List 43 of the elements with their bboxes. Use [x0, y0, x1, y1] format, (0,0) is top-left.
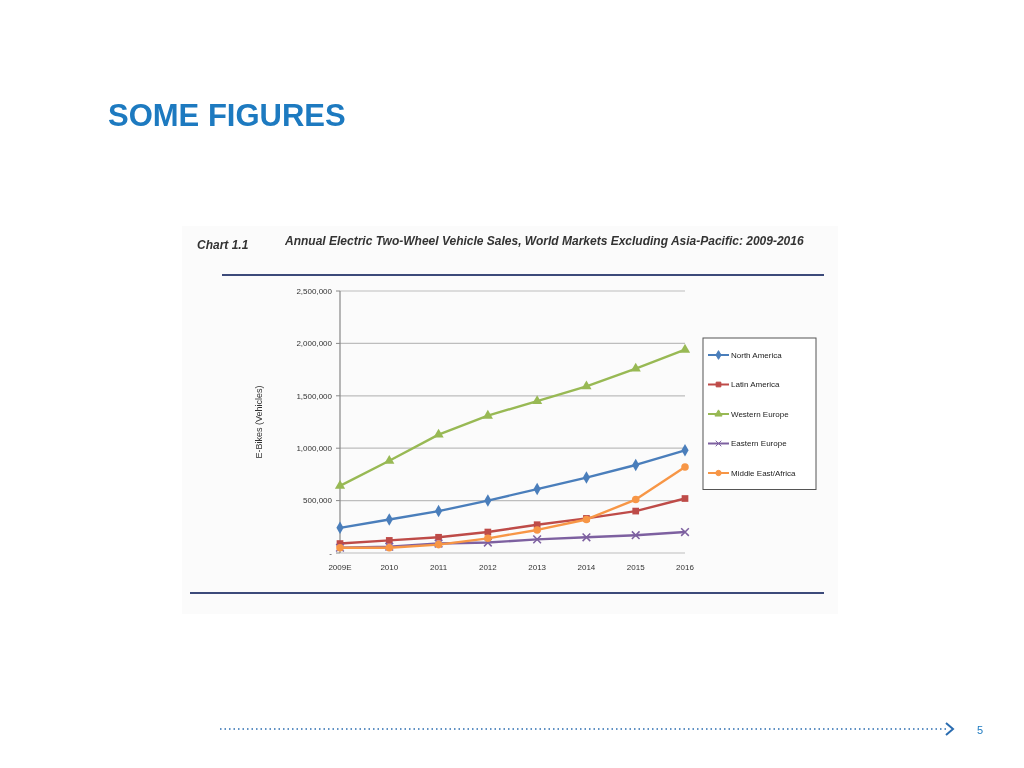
x-tick-label: 2011 [429, 563, 448, 572]
point [581, 380, 592, 390]
point [385, 537, 393, 544]
point [681, 463, 689, 471]
x-tick-label: 2010 [380, 563, 399, 572]
text: 5 [976, 724, 984, 736]
point [679, 343, 691, 353]
y-tick-label: 1,500,000 [296, 391, 333, 401]
point [631, 530, 641, 540]
x-tick-label: 2009E [328, 563, 352, 572]
x-tick-label: 2015 [626, 563, 646, 572]
point [631, 495, 640, 504]
point [435, 533, 442, 541]
legend-label: Middle East/Africa [731, 468, 797, 478]
legend-label: Western Europe [731, 409, 790, 419]
point [632, 507, 640, 515]
y-tick-label: 2,000,000 [296, 339, 333, 349]
chart-title: SOME FIGURES [108, 98, 346, 133]
point [680, 527, 690, 537]
x-tick-label: 2012 [478, 563, 498, 572]
x-tick-label: 2016 [676, 563, 695, 572]
point [533, 526, 541, 534]
y-tick-label: 1,000,000 [296, 444, 333, 453]
y-tick-label: 2,500,000 [296, 286, 333, 296]
legend-label: Latin America [731, 380, 781, 390]
point [433, 428, 444, 438]
point [532, 395, 543, 404]
caption: Chart 1.1 [197, 238, 249, 252]
point [484, 534, 492, 543]
y-tick-label: 500,000 [303, 496, 333, 506]
point [681, 495, 689, 502]
legend-label: Eastern Europe [731, 439, 788, 449]
x-tick-label: 2014 [577, 563, 596, 572]
y-axis-title: E-Bikes (Vehicles) [254, 385, 264, 459]
point [384, 454, 395, 464]
point [482, 409, 493, 419]
y-tick-label: - [329, 548, 333, 558]
point [532, 534, 542, 544]
legend-label: North America [731, 350, 783, 360]
x-tick-label: 2013 [528, 563, 547, 572]
chart-subtitle: Annual Electric Two-Wheel Vehicle Sales, World Markets Excluding Asia-Pacific: 2009-2016 [285, 234, 805, 249]
point [334, 480, 346, 489]
point [581, 532, 592, 542]
